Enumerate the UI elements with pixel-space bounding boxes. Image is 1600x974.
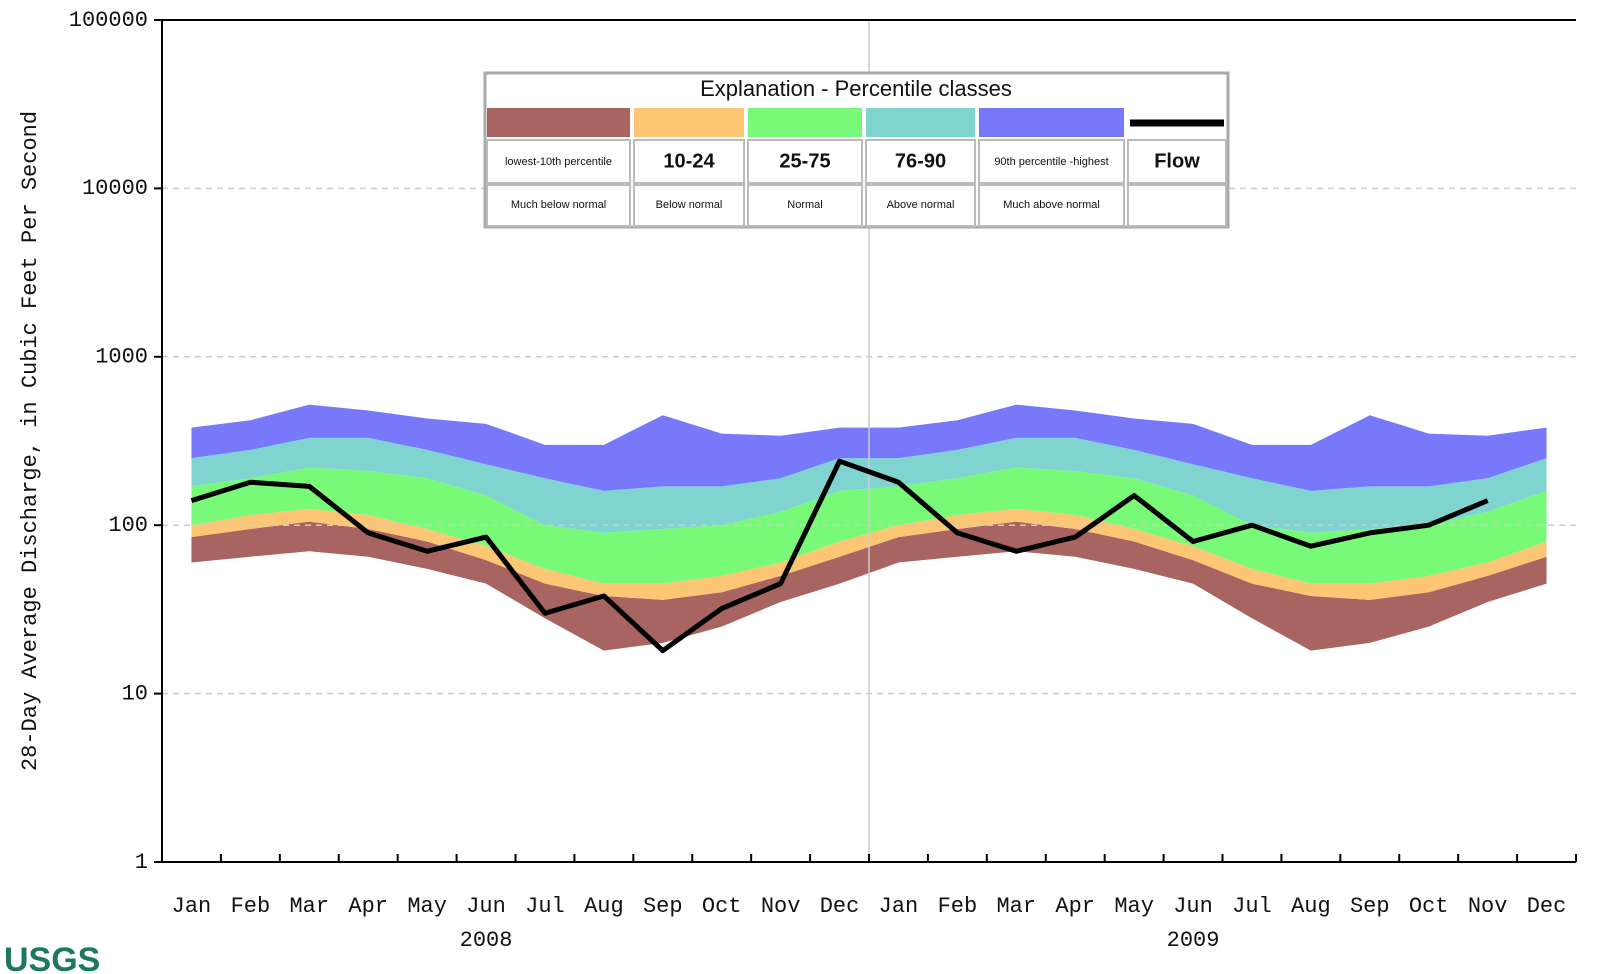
- x-tick-label: May: [1114, 894, 1154, 919]
- y-tick-label: 100000: [69, 8, 148, 33]
- x-tick-label: Sep: [643, 894, 683, 919]
- x-tick-label: Apr: [348, 894, 388, 919]
- legend-cell: [747, 139, 863, 184]
- legend-description: Below normal: [656, 199, 723, 211]
- x-tick-label: Apr: [1055, 894, 1095, 919]
- x-tick-label: Oct: [702, 894, 742, 919]
- legend-cell: [865, 184, 976, 227]
- legend-cell: [747, 184, 863, 227]
- legend-cell: [1127, 139, 1227, 184]
- legend-description: Above normal: [887, 199, 955, 211]
- x-tick-label: Dec: [820, 894, 860, 919]
- x-tick-label: Feb: [231, 894, 271, 919]
- x-tick-label: Mar: [996, 894, 1036, 919]
- legend-cell: [865, 139, 976, 184]
- legend-cell: [486, 184, 631, 227]
- legend-swatch: [866, 108, 975, 137]
- x-tick-label: Jan: [172, 894, 212, 919]
- legend-description: Much above normal: [1003, 199, 1100, 211]
- legend-label: 90th percentile -highest: [994, 156, 1108, 168]
- x-tick-label: Jun: [1173, 894, 1213, 919]
- legend-swatch: [634, 108, 744, 137]
- legend-title: Explanation - Percentile classes: [700, 76, 1012, 101]
- legend-cell: [978, 139, 1125, 184]
- legend-cell: [486, 139, 631, 184]
- legend-cell: [1127, 184, 1227, 227]
- y-tick-label: 10000: [82, 176, 148, 201]
- y-tick-label: 10: [122, 681, 148, 706]
- legend-swatch: [748, 108, 862, 137]
- y-tick-label: 1000: [95, 345, 148, 370]
- y-tick-label: 1: [135, 850, 148, 875]
- logo: USGS: [4, 941, 100, 974]
- y-axis-label: 28-Day Average Discharge, in Cubic Feet …: [18, 111, 43, 771]
- legend-label: 10-24: [663, 150, 715, 172]
- legend-cell: [978, 184, 1125, 227]
- legend-label: lowest-10th percentile: [505, 156, 612, 168]
- x-tick-label: Nov: [761, 894, 801, 919]
- legend-cell: [633, 139, 745, 184]
- year-label: 2008: [460, 928, 513, 953]
- legend-cell: [633, 184, 745, 227]
- legend-description: Much below normal: [511, 199, 606, 211]
- x-tick-label: Jan: [879, 894, 919, 919]
- x-tick-label: Dec: [1527, 894, 1567, 919]
- legend-label: Flow: [1154, 150, 1200, 172]
- year-label: 2009: [1167, 928, 1220, 953]
- legend-label: 76-90: [895, 150, 946, 172]
- x-tick-label: Mar: [289, 894, 329, 919]
- legend-label: 25-75: [779, 150, 830, 172]
- x-tick-label: Jul: [1232, 894, 1272, 919]
- x-tick-label: Sep: [1350, 894, 1390, 919]
- x-tick-label: Feb: [938, 894, 978, 919]
- x-tick-label: Aug: [1291, 894, 1331, 919]
- legend-swatch: [487, 108, 630, 137]
- legend-swatch: [979, 108, 1124, 137]
- flow-line: [190, 458, 1489, 654]
- percentile-band: [191, 508, 1547, 600]
- legend: Explanation - Percentile classes lowest-1…: [483, 71, 1230, 229]
- x-tick-label: Jun: [466, 894, 506, 919]
- legend-box: [483, 71, 1230, 229]
- x-tick-label: Jul: [525, 894, 565, 919]
- legend-description: Normal: [787, 199, 822, 211]
- x-tick-label: Nov: [1468, 894, 1508, 919]
- x-tick-label: May: [407, 894, 447, 919]
- y-tick-label: 100: [108, 513, 148, 538]
- x-tick-label: Aug: [584, 894, 624, 919]
- x-tick-label: Oct: [1409, 894, 1449, 919]
